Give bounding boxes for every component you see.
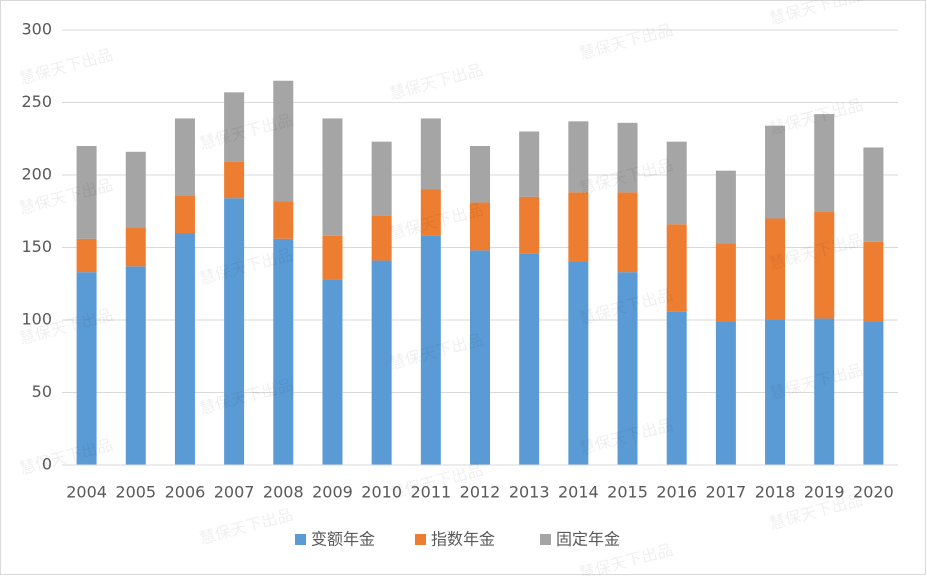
y-tick-label: 0 bbox=[42, 455, 52, 474]
bar-segment bbox=[224, 92, 245, 162]
x-tick-label: 2017 bbox=[706, 483, 747, 502]
bar-segment bbox=[420, 118, 441, 190]
x-tick-label: 2011 bbox=[410, 483, 451, 502]
y-tick-label: 300 bbox=[21, 20, 52, 39]
x-tick-label: 2007 bbox=[214, 483, 255, 502]
bar-segment bbox=[371, 215, 392, 261]
bar-segment bbox=[125, 266, 146, 465]
x-tick-label: 2013 bbox=[509, 483, 550, 502]
bar-segment bbox=[273, 201, 294, 239]
bar-segment bbox=[273, 238, 294, 465]
x-tick-label: 2004 bbox=[66, 483, 107, 502]
bar-segment bbox=[174, 195, 195, 233]
legend-label: 固定年金 bbox=[556, 530, 620, 549]
bar-segment bbox=[470, 202, 490, 251]
bar-segment bbox=[322, 235, 343, 280]
bar-segment bbox=[863, 147, 884, 242]
bar-segment bbox=[519, 131, 540, 197]
bar-segment bbox=[617, 192, 638, 273]
bar-segment bbox=[371, 141, 392, 216]
x-tick-label: 2010 bbox=[361, 483, 402, 502]
bar-segment bbox=[470, 250, 490, 465]
bar-segment bbox=[224, 161, 245, 199]
bar-segment bbox=[617, 122, 638, 193]
bar-segment bbox=[814, 318, 835, 465]
bar-segment bbox=[617, 272, 638, 465]
x-tick-label: 2020 bbox=[853, 483, 894, 502]
bar-segment bbox=[322, 118, 343, 236]
y-tick-label: 150 bbox=[21, 237, 52, 256]
bar-segment bbox=[322, 279, 343, 465]
bar-segment bbox=[371, 260, 392, 465]
bar-segment bbox=[715, 321, 736, 465]
legend-swatch bbox=[415, 534, 426, 545]
bar-segment bbox=[666, 141, 687, 225]
bar-segment bbox=[863, 321, 884, 465]
bar-segment bbox=[174, 233, 195, 465]
x-tick-label: 2015 bbox=[607, 483, 648, 502]
x-tick-label: 2005 bbox=[115, 483, 156, 502]
bar-segment bbox=[76, 238, 97, 273]
x-tick-label: 2008 bbox=[263, 483, 304, 502]
x-tick-label: 2018 bbox=[755, 483, 796, 502]
bar-segment bbox=[814, 114, 835, 212]
bar-segment bbox=[666, 224, 687, 312]
x-tick-label: 2019 bbox=[804, 483, 845, 502]
bar-segment bbox=[715, 170, 736, 244]
y-tick-label: 100 bbox=[21, 310, 52, 329]
bar-segment bbox=[863, 241, 884, 322]
legend-swatch bbox=[540, 534, 551, 545]
bar-segment bbox=[174, 118, 195, 196]
bar-segment bbox=[666, 311, 687, 465]
bar-segment bbox=[76, 272, 97, 465]
y-tick-label: 200 bbox=[21, 165, 52, 184]
bar-segment bbox=[420, 235, 441, 465]
x-tick-label: 2009 bbox=[312, 483, 353, 502]
x-tick-label: 2006 bbox=[165, 483, 206, 502]
bar-segment bbox=[125, 151, 146, 228]
bar-segment bbox=[568, 262, 589, 465]
bar-segment bbox=[273, 80, 294, 202]
x-tick-label: 2014 bbox=[558, 483, 599, 502]
bar-segment bbox=[470, 146, 490, 203]
x-tick-label: 2016 bbox=[656, 483, 697, 502]
bar-segment bbox=[76, 146, 97, 239]
bar-segment bbox=[568, 121, 589, 193]
bar-segment bbox=[765, 320, 786, 465]
bar-segment bbox=[519, 253, 540, 465]
bar-segment bbox=[568, 192, 589, 262]
bar-segment bbox=[765, 218, 786, 320]
legend-label: 变额年金 bbox=[311, 530, 375, 549]
x-tick-label: 2012 bbox=[460, 483, 501, 502]
legend-swatch bbox=[295, 534, 306, 545]
bar-segment bbox=[715, 243, 736, 322]
y-tick-label: 250 bbox=[21, 92, 52, 111]
y-tick-label: 50 bbox=[32, 382, 52, 401]
bar-segment bbox=[224, 198, 245, 465]
bar-segment bbox=[814, 211, 835, 319]
bar-segment bbox=[519, 196, 540, 254]
bar-segment bbox=[420, 189, 441, 236]
legend-label: 指数年金 bbox=[431, 530, 495, 549]
bar-segment bbox=[765, 125, 786, 219]
bar-segment bbox=[125, 227, 146, 267]
